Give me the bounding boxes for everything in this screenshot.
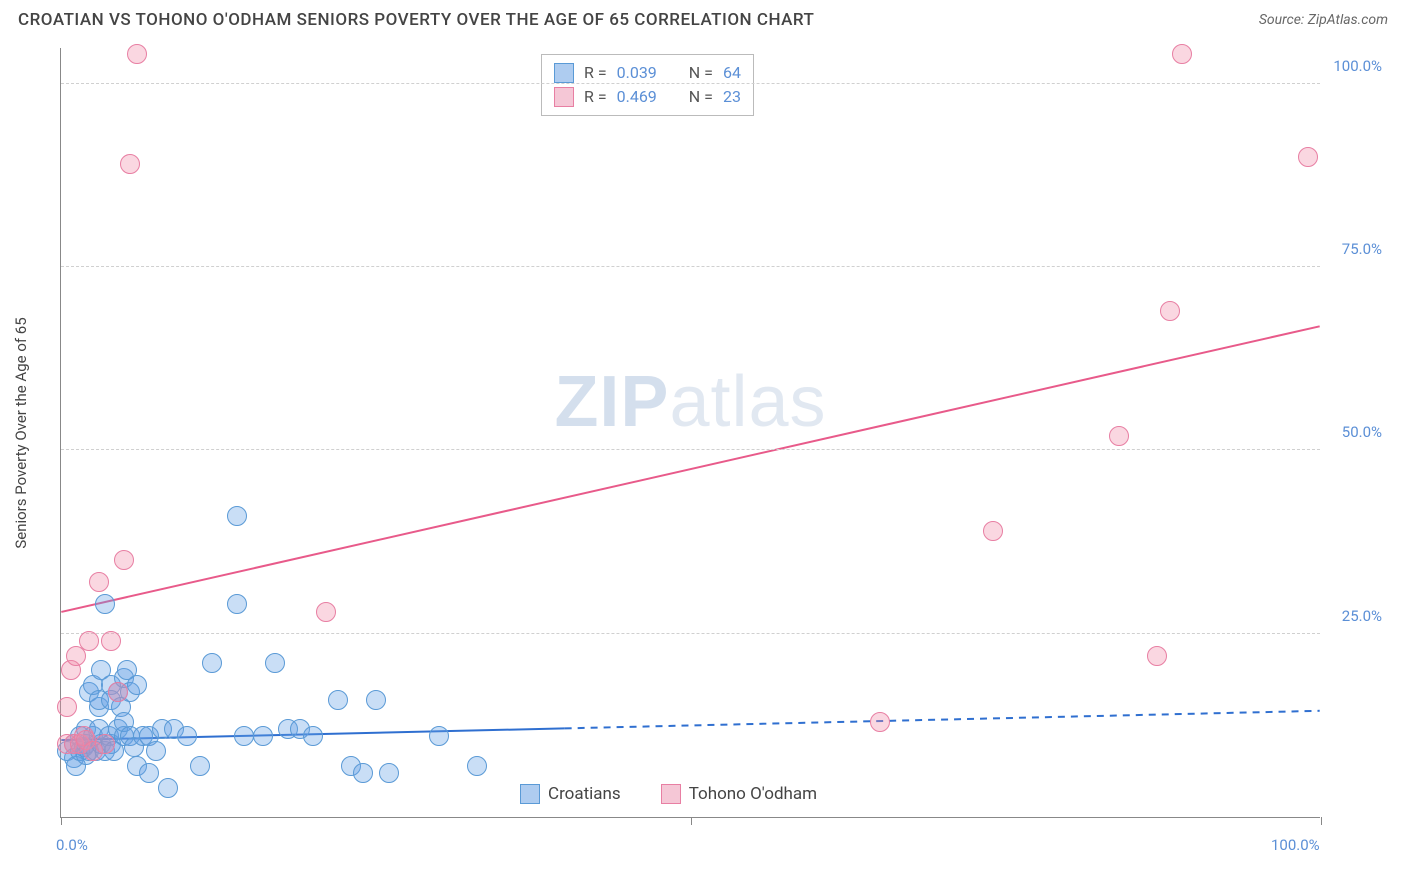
data-point xyxy=(870,712,890,732)
data-point xyxy=(108,682,128,702)
data-point xyxy=(983,521,1003,541)
bottom-legend-item: Croatians xyxy=(520,784,621,804)
stats-legend-row: R = 0.039 N = 64 xyxy=(554,61,741,85)
trendline-solid xyxy=(61,326,1319,612)
r-label: R = xyxy=(584,85,607,109)
y-tick-label: 50.0% xyxy=(1327,423,1382,441)
data-point xyxy=(253,726,273,746)
bottom-legend: Croatians Tohono O'odham xyxy=(520,784,817,804)
bottom-legend-item: Tohono O'odham xyxy=(661,784,817,804)
x-tick xyxy=(691,817,692,825)
data-point xyxy=(114,550,134,570)
legend-label: Croatians xyxy=(548,784,621,804)
data-point xyxy=(303,726,323,746)
n-label: N = xyxy=(689,85,713,109)
gridline xyxy=(61,83,1320,84)
data-point xyxy=(101,631,121,651)
data-point xyxy=(202,653,222,673)
legend-swatch xyxy=(520,784,540,804)
y-tick-label: 100.0% xyxy=(1327,57,1382,75)
data-point xyxy=(190,756,210,776)
y-axis-title: Seniors Poverty Over the Age of 65 xyxy=(12,317,30,548)
n-value: 23 xyxy=(723,85,741,109)
data-point xyxy=(120,154,140,174)
trendline-dashed xyxy=(565,711,1320,729)
data-point xyxy=(1172,44,1192,64)
data-point xyxy=(158,778,178,798)
legend-swatch xyxy=(554,87,574,107)
data-point xyxy=(1298,147,1318,167)
data-point xyxy=(234,726,254,746)
x-tick-label: 100.0% xyxy=(1271,836,1320,854)
data-point xyxy=(89,572,109,592)
data-point xyxy=(127,44,147,64)
data-point xyxy=(467,756,487,776)
data-point xyxy=(139,763,159,783)
n-value: 64 xyxy=(723,61,741,85)
chart-title: CROATIAN VS TOHONO O'ODHAM SENIORS POVER… xyxy=(18,10,814,30)
data-point xyxy=(316,602,336,622)
n-label: N = xyxy=(689,61,713,85)
chart-zone: Seniors Poverty Over the Age of 65 ZIPat… xyxy=(60,48,1390,818)
x-tick xyxy=(1321,817,1322,825)
data-point xyxy=(1109,426,1129,446)
gridline xyxy=(61,449,1320,450)
stats-legend-row: R = 0.469 N = 23 xyxy=(554,85,741,109)
x-tick-label: 0.0% xyxy=(56,836,88,854)
r-value: 0.039 xyxy=(617,61,657,85)
data-point xyxy=(1160,301,1180,321)
data-point xyxy=(95,594,115,614)
legend-swatch xyxy=(554,63,574,83)
data-point xyxy=(127,675,147,695)
data-point xyxy=(265,653,285,673)
data-point xyxy=(353,763,373,783)
r-value: 0.469 xyxy=(617,85,657,109)
stats-legend: R = 0.039 N = 64 R = 0.469 N = 23 xyxy=(541,54,754,116)
data-point xyxy=(379,763,399,783)
plot-area: Seniors Poverty Over the Age of 65 ZIPat… xyxy=(60,48,1320,818)
source-label: Source: ZipAtlas.com xyxy=(1259,12,1388,28)
data-point xyxy=(95,734,115,754)
gridline xyxy=(61,266,1320,267)
data-point xyxy=(429,726,449,746)
data-point xyxy=(146,741,166,761)
legend-swatch xyxy=(661,784,681,804)
legend-label: Tohono O'odham xyxy=(689,784,817,804)
data-point xyxy=(227,506,247,526)
data-point xyxy=(1147,646,1167,666)
y-tick-label: 25.0% xyxy=(1327,607,1382,625)
data-point xyxy=(366,690,386,710)
data-point xyxy=(328,690,348,710)
y-tick-label: 75.0% xyxy=(1327,240,1382,258)
data-point xyxy=(79,631,99,651)
gridline xyxy=(61,633,1320,634)
r-label: R = xyxy=(584,61,607,85)
x-tick xyxy=(61,817,62,825)
data-point xyxy=(57,697,77,717)
data-point xyxy=(227,594,247,614)
trendlines-layer xyxy=(61,48,1320,817)
data-point xyxy=(177,726,197,746)
